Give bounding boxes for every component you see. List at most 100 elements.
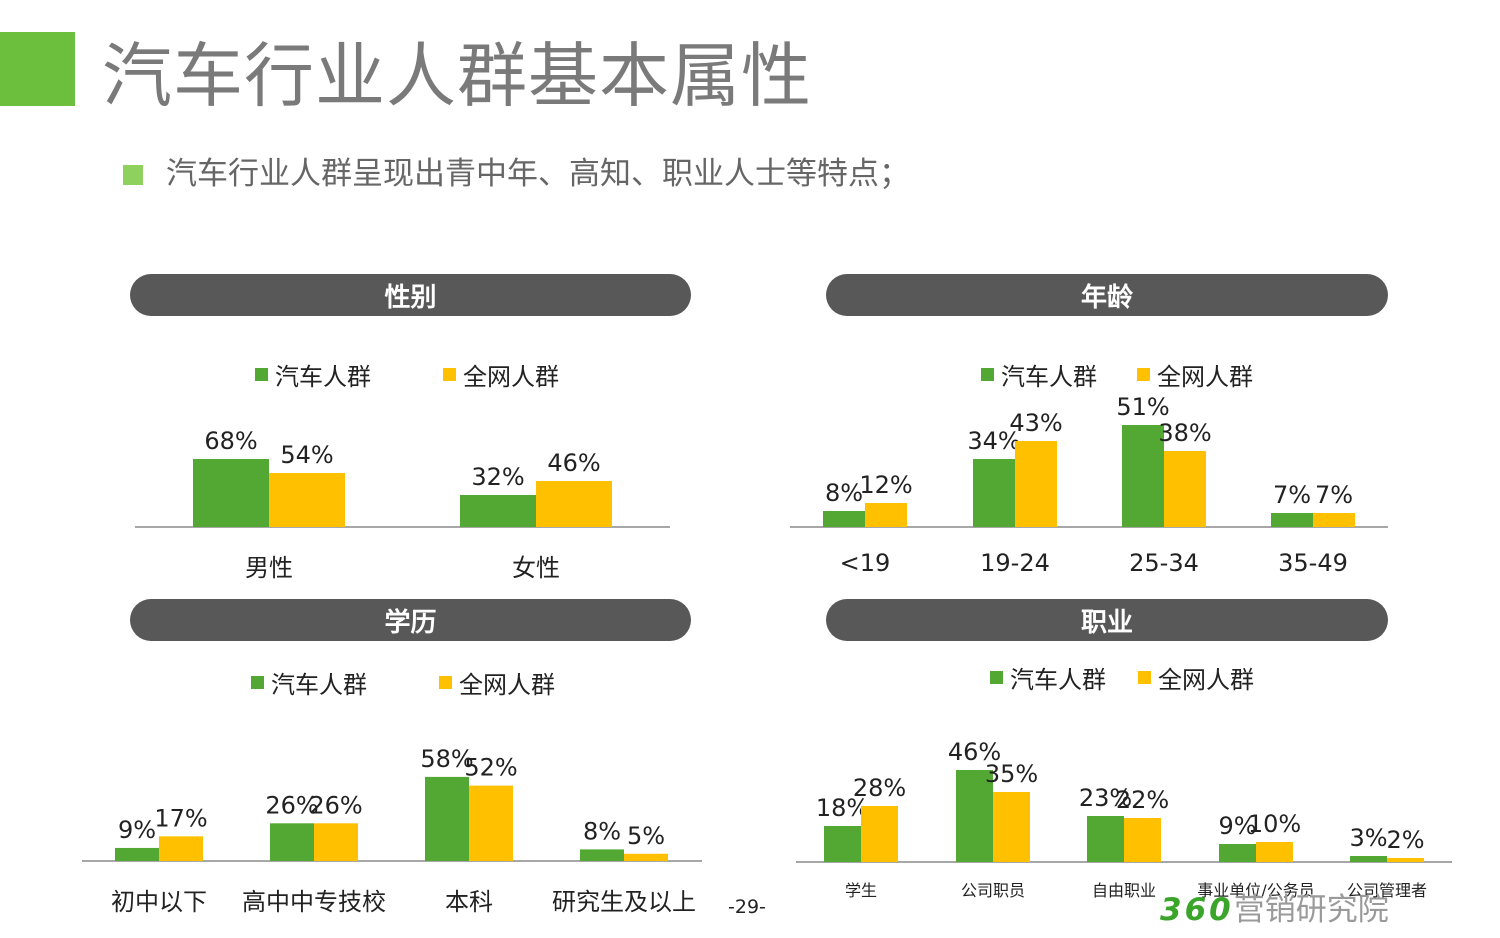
gender-legend: 汽车人群 全网人群 xyxy=(255,357,559,392)
occupation-category-label: 公司管理者 xyxy=(1347,881,1427,900)
occupation-data-label: 46% xyxy=(948,738,1001,766)
education-category-label: 本科 xyxy=(445,888,493,916)
education-data-label: 8% xyxy=(583,817,621,845)
education-bar-all xyxy=(314,823,358,861)
occupation-bar-car xyxy=(1350,856,1387,862)
legend-label-car: 汽车人群 xyxy=(1010,666,1106,694)
occupation-category-label: 公司职员 xyxy=(961,881,1025,900)
occupation-data-label: 9% xyxy=(1218,812,1256,840)
gender-data-label: 32% xyxy=(471,463,524,491)
age-data-label: 51% xyxy=(1116,393,1169,421)
gender-section-header: 性别 xyxy=(130,274,691,316)
age-category-label: 25-34 xyxy=(1129,549,1199,577)
education-bar-car xyxy=(115,847,159,861)
age-bar-all xyxy=(1164,451,1206,527)
age-bar-car xyxy=(973,459,1015,527)
education-bar-car xyxy=(270,823,314,861)
legend-item-all: 全网人群 xyxy=(1138,660,1254,695)
age-data-label: 34% xyxy=(967,427,1020,455)
occupation-category-label: 事业单位/公务员 xyxy=(1197,881,1314,900)
legend-swatch-car xyxy=(981,368,994,381)
age-category-label: 35-49 xyxy=(1278,549,1348,577)
age-bar-all xyxy=(865,503,907,527)
legend-item-all: 全网人群 xyxy=(443,357,559,392)
gender-data-label: 54% xyxy=(280,441,333,469)
legend-item-car: 汽车人群 xyxy=(251,665,367,700)
gender-bar-car xyxy=(460,495,536,527)
education-category-label: 初中以下 xyxy=(111,888,207,916)
legend-swatch-all xyxy=(439,676,452,689)
legend-label-car: 汽车人群 xyxy=(275,363,371,391)
age-category-label: 19-24 xyxy=(980,549,1050,577)
age-bar-car xyxy=(1271,513,1313,527)
gender-bar-car xyxy=(193,459,269,527)
legend-label-car: 汽车人群 xyxy=(1001,363,1097,391)
gender-bar-all xyxy=(269,473,345,527)
brand-logo: 360营销研究院 xyxy=(1160,890,1389,930)
gender-bar-all xyxy=(536,481,612,527)
education-data-label: 9% xyxy=(118,816,156,844)
legend-swatch-all xyxy=(443,368,456,381)
occupation-data-label: 10% xyxy=(1248,810,1301,838)
page-number: -29- xyxy=(728,896,766,918)
legend-item-all: 全网人群 xyxy=(439,665,555,700)
education-legend: 汽车人群 全网人群 xyxy=(251,665,555,700)
legend-item-car: 汽车人群 xyxy=(981,357,1097,392)
education-data-label: 26% xyxy=(309,791,362,819)
legend-item-car: 汽车人群 xyxy=(990,660,1106,695)
occupation-bar-all xyxy=(861,806,898,862)
gender-category-label: 女性 xyxy=(512,554,560,582)
legend-swatch-car xyxy=(990,671,1003,684)
occupation-bar-car xyxy=(824,826,861,862)
education-data-label: 26% xyxy=(265,791,318,819)
page-title: 汽车行业人群基本属性 xyxy=(102,35,812,117)
occupation-data-label: 23% xyxy=(1079,784,1132,812)
age-data-label: 43% xyxy=(1009,409,1062,437)
legend-swatch-all xyxy=(1137,368,1150,381)
legend-label-all: 全网人群 xyxy=(459,671,555,699)
education-data-label: 5% xyxy=(627,822,665,850)
legend-label-car: 汽车人群 xyxy=(271,671,367,699)
legend-item-all: 全网人群 xyxy=(1137,357,1253,392)
age-data-label: 12% xyxy=(859,471,912,499)
occupation-category-label: 学生 xyxy=(845,881,877,900)
occupation-category-label: 自由职业 xyxy=(1092,881,1156,900)
occupation-data-label: 22% xyxy=(1116,786,1169,814)
occupation-data-label: 18% xyxy=(816,794,869,822)
education-section-header: 学历 xyxy=(130,599,691,641)
occupation-bar-car xyxy=(1219,844,1256,862)
education-data-label: 52% xyxy=(464,754,517,782)
legend-swatch-car xyxy=(251,676,264,689)
legend-label-all: 全网人群 xyxy=(1158,666,1254,694)
gender-category-label: 男性 xyxy=(245,554,293,582)
education-bar-all xyxy=(469,785,513,861)
education-category-label: 高中中专技校 xyxy=(242,888,386,916)
occupation-data-label: 2% xyxy=(1386,826,1424,854)
title-accent-block xyxy=(0,32,75,106)
legend-swatch-all xyxy=(1138,671,1151,684)
occupation-legend: 汽车人群 全网人群 xyxy=(990,660,1254,695)
occupation-bar-car xyxy=(956,770,993,862)
age-section-header: 年龄 xyxy=(826,274,1388,316)
education-bar-car xyxy=(580,849,624,861)
legend-label-all: 全网人群 xyxy=(463,363,559,391)
occupation-data-label: 3% xyxy=(1349,824,1387,852)
occupation-data-label: 35% xyxy=(985,760,1038,788)
age-data-label: 7% xyxy=(1273,481,1311,509)
occupation-bar-all xyxy=(1256,842,1293,862)
gender-data-label: 46% xyxy=(547,449,600,477)
bullet-square xyxy=(123,165,143,185)
legend-label-all: 全网人群 xyxy=(1157,363,1253,391)
age-data-label: 7% xyxy=(1315,481,1353,509)
education-bar-all xyxy=(624,853,668,861)
occupation-bar-all xyxy=(1124,818,1161,862)
legend-swatch-car xyxy=(255,368,268,381)
education-data-label: 58% xyxy=(420,745,473,773)
brand-text: 营销研究院 xyxy=(1233,892,1389,928)
brand-number: 360 xyxy=(1160,892,1234,928)
age-legend: 汽车人群 全网人群 xyxy=(981,357,1253,392)
age-bar-all xyxy=(1313,513,1355,527)
occupation-bar-all xyxy=(1387,858,1424,862)
gender-data-label: 68% xyxy=(204,427,257,455)
